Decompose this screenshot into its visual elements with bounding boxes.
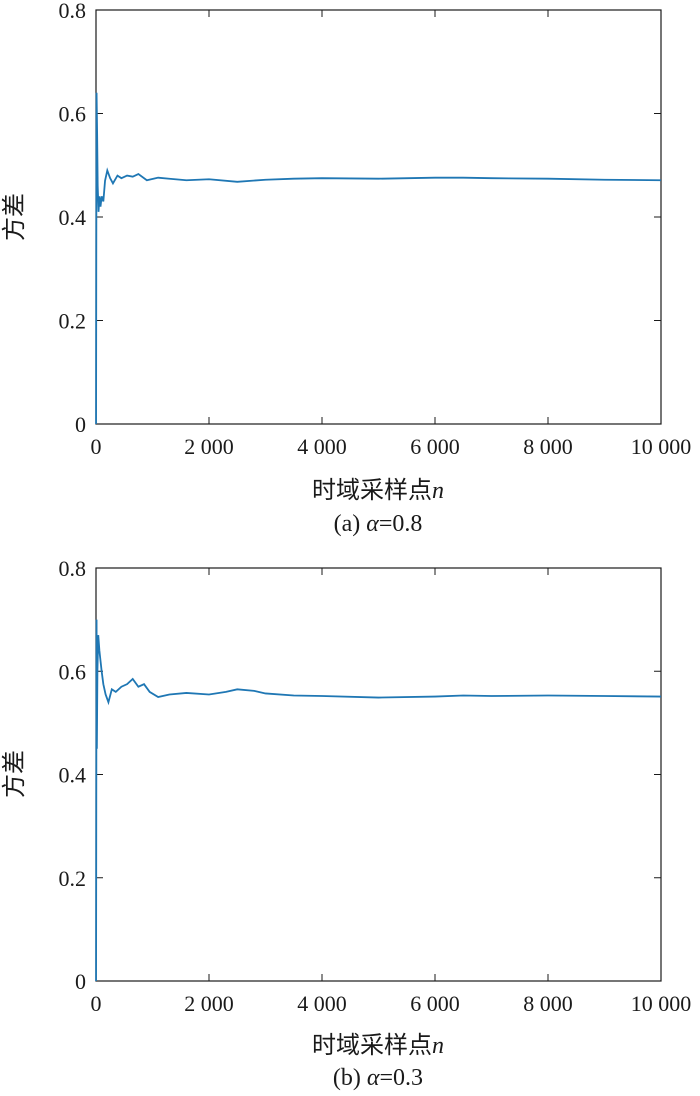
y-tick-label: 0.8 bbox=[59, 0, 87, 23]
y-tick-label: 0 bbox=[75, 412, 86, 437]
chart-a: 0 2 000 4 000 6 000 8 000 10 000 0 0.2 0.4 0.6 0.8… bbox=[0, 0, 692, 537]
x-tick-label: 10 000 bbox=[631, 434, 692, 459]
y-axis-label: 方差 bbox=[0, 193, 28, 241]
x-axis-label: 时域采样点n bbox=[312, 1031, 444, 1059]
x-tick-label: 4 000 bbox=[297, 434, 347, 459]
plot-frame bbox=[95, 567, 662, 982]
chart-caption: (a) α=0.8 bbox=[334, 511, 423, 537]
x-tick-label: 8 000 bbox=[523, 991, 573, 1016]
y-tick-label: 0.6 bbox=[59, 102, 87, 127]
y-tick-label: 0.4 bbox=[59, 763, 87, 788]
x-tick-label: 6 000 bbox=[410, 434, 460, 459]
y-tick-label: 0.2 bbox=[59, 866, 87, 891]
chart-a-svg: 0 2 000 4 000 6 000 8 000 10 000 0 0.2 0.4 0.6 0.8… bbox=[0, 0, 692, 537]
series-line bbox=[95, 92, 662, 425]
x-tick-label: 10 000 bbox=[631, 991, 692, 1016]
y-tick-label: 0 bbox=[75, 969, 86, 994]
chart-b-svg: 0 2 000 4 000 6 000 8 000 10 000 0 0.2 0.4 0.6 0.8… bbox=[0, 556, 692, 1091]
x-tick-label: 8 000 bbox=[523, 434, 573, 459]
x-tick-label: 0 bbox=[91, 434, 102, 459]
x-tick-label: 2 000 bbox=[184, 991, 234, 1016]
x-tick-label: 0 bbox=[91, 991, 102, 1016]
x-tick-label: 4 000 bbox=[297, 991, 347, 1016]
series-line bbox=[95, 619, 662, 982]
y-axis-label: 方差 bbox=[0, 750, 28, 798]
y-tick-label: 0.2 bbox=[59, 309, 87, 334]
x-tick-label: 6 000 bbox=[410, 991, 460, 1016]
chart-caption: (b) α=0.3 bbox=[333, 1065, 423, 1091]
y-tick-label: 0.8 bbox=[59, 556, 87, 581]
x-axis-label: 时域采样点n bbox=[312, 476, 444, 504]
plot-frame bbox=[95, 9, 662, 425]
y-tick-label: 0.4 bbox=[59, 205, 87, 230]
x-tick-label: 2 000 bbox=[184, 434, 234, 459]
chart-b: 0 2 000 4 000 6 000 8 000 10 000 0 0.2 0.4 0.6 0.8… bbox=[0, 548, 700, 1096]
y-tick-label: 0.6 bbox=[59, 659, 87, 684]
